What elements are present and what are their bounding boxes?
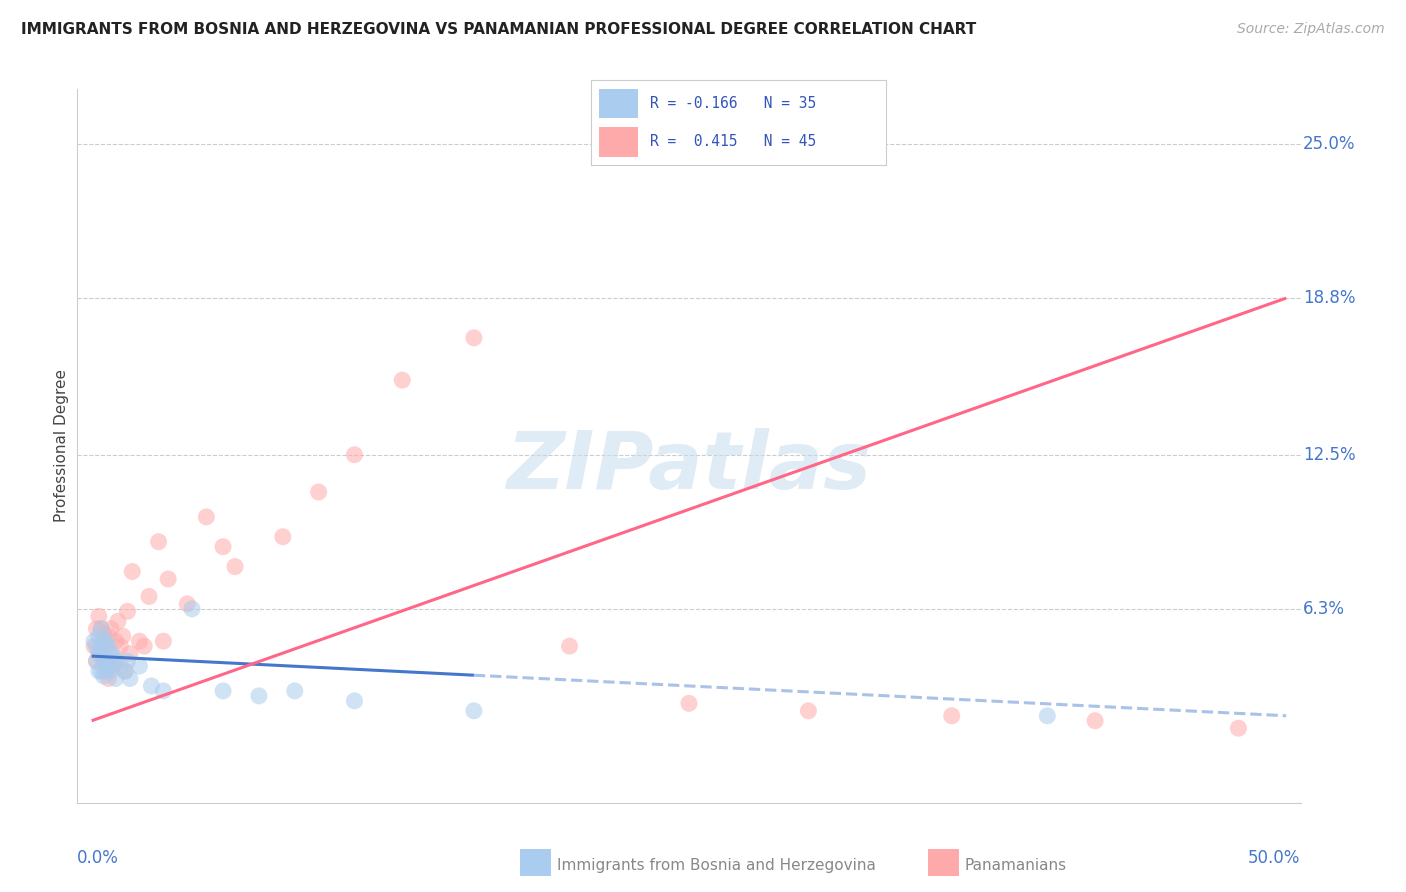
- Point: [94, 659, 117, 673]
- Point: [86, 654, 108, 668]
- Point: [247, 689, 270, 703]
- Text: Panamanians: Panamanians: [965, 858, 1067, 872]
- Text: R = -0.166   N = 35: R = -0.166 N = 35: [650, 95, 815, 111]
- Point: [86, 654, 108, 668]
- Point: [114, 664, 136, 678]
- Point: [93, 669, 115, 683]
- Point: [104, 672, 127, 686]
- Point: [212, 684, 235, 698]
- Text: 12.5%: 12.5%: [1303, 446, 1355, 464]
- Point: [118, 672, 141, 686]
- Point: [104, 654, 127, 668]
- Point: [463, 331, 485, 345]
- Point: [1084, 714, 1107, 728]
- Bar: [599, 89, 638, 119]
- Point: [308, 485, 330, 500]
- Point: [100, 647, 122, 661]
- Y-axis label: Professional Degree: Professional Degree: [53, 369, 69, 523]
- Point: [152, 634, 174, 648]
- Point: [86, 622, 108, 636]
- Point: [128, 659, 150, 673]
- Point: [176, 597, 198, 611]
- Point: [93, 654, 115, 668]
- Point: [90, 664, 112, 678]
- Point: [148, 534, 170, 549]
- Point: [90, 649, 112, 664]
- Point: [558, 639, 581, 653]
- Point: [157, 572, 180, 586]
- Point: [90, 639, 112, 653]
- Point: [134, 639, 156, 653]
- Point: [463, 704, 485, 718]
- Text: 6.3%: 6.3%: [1303, 599, 1346, 618]
- Point: [110, 639, 132, 653]
- Point: [343, 694, 366, 708]
- Point: [111, 629, 134, 643]
- Point: [93, 649, 115, 664]
- Point: [104, 654, 127, 668]
- Text: IMMIGRANTS FROM BOSNIA AND HERZEGOVINA VS PANAMANIAN PROFESSIONAL DEGREE CORRELA: IMMIGRANTS FROM BOSNIA AND HERZEGOVINA V…: [21, 22, 976, 37]
- Text: 50.0%: 50.0%: [1249, 849, 1301, 867]
- Point: [107, 615, 129, 629]
- Point: [114, 664, 136, 678]
- Point: [391, 373, 413, 387]
- Point: [97, 659, 120, 673]
- Point: [1036, 708, 1059, 723]
- Text: R =  0.415   N = 45: R = 0.415 N = 45: [650, 134, 815, 149]
- Text: ZIPatlas: ZIPatlas: [506, 428, 872, 507]
- Point: [797, 704, 820, 718]
- Point: [212, 540, 235, 554]
- Point: [90, 622, 112, 636]
- Point: [83, 634, 105, 648]
- Point: [138, 590, 160, 604]
- Point: [117, 654, 139, 668]
- Point: [104, 634, 127, 648]
- Bar: [599, 127, 638, 157]
- Text: 0.0%: 0.0%: [77, 849, 120, 867]
- Point: [93, 626, 115, 640]
- Point: [94, 634, 117, 648]
- Point: [152, 684, 174, 698]
- Point: [87, 609, 110, 624]
- Point: [97, 629, 120, 643]
- Point: [181, 602, 204, 616]
- Text: Immigrants from Bosnia and Herzegovina: Immigrants from Bosnia and Herzegovina: [557, 858, 876, 872]
- Point: [224, 559, 246, 574]
- Point: [678, 697, 700, 711]
- Point: [121, 565, 143, 579]
- Point: [94, 639, 117, 653]
- Point: [141, 679, 163, 693]
- Point: [87, 629, 110, 643]
- Point: [110, 659, 132, 673]
- Point: [941, 708, 963, 723]
- Point: [86, 639, 108, 653]
- Point: [94, 664, 117, 678]
- Point: [195, 509, 218, 524]
- Point: [118, 647, 141, 661]
- Text: 25.0%: 25.0%: [1303, 135, 1355, 153]
- Point: [343, 448, 366, 462]
- Point: [101, 659, 124, 673]
- Point: [128, 634, 150, 648]
- Point: [87, 644, 110, 658]
- Text: 18.8%: 18.8%: [1303, 289, 1355, 307]
- Point: [1227, 721, 1250, 735]
- Point: [93, 634, 115, 648]
- Point: [100, 622, 122, 636]
- Point: [87, 647, 110, 661]
- Point: [90, 622, 112, 636]
- Point: [100, 664, 122, 678]
- Point: [97, 639, 120, 653]
- Text: Source: ZipAtlas.com: Source: ZipAtlas.com: [1237, 22, 1385, 37]
- Point: [97, 672, 120, 686]
- Point: [101, 649, 124, 664]
- Point: [87, 664, 110, 678]
- Point: [117, 604, 139, 618]
- Point: [83, 639, 105, 653]
- Point: [284, 684, 307, 698]
- Point: [271, 530, 294, 544]
